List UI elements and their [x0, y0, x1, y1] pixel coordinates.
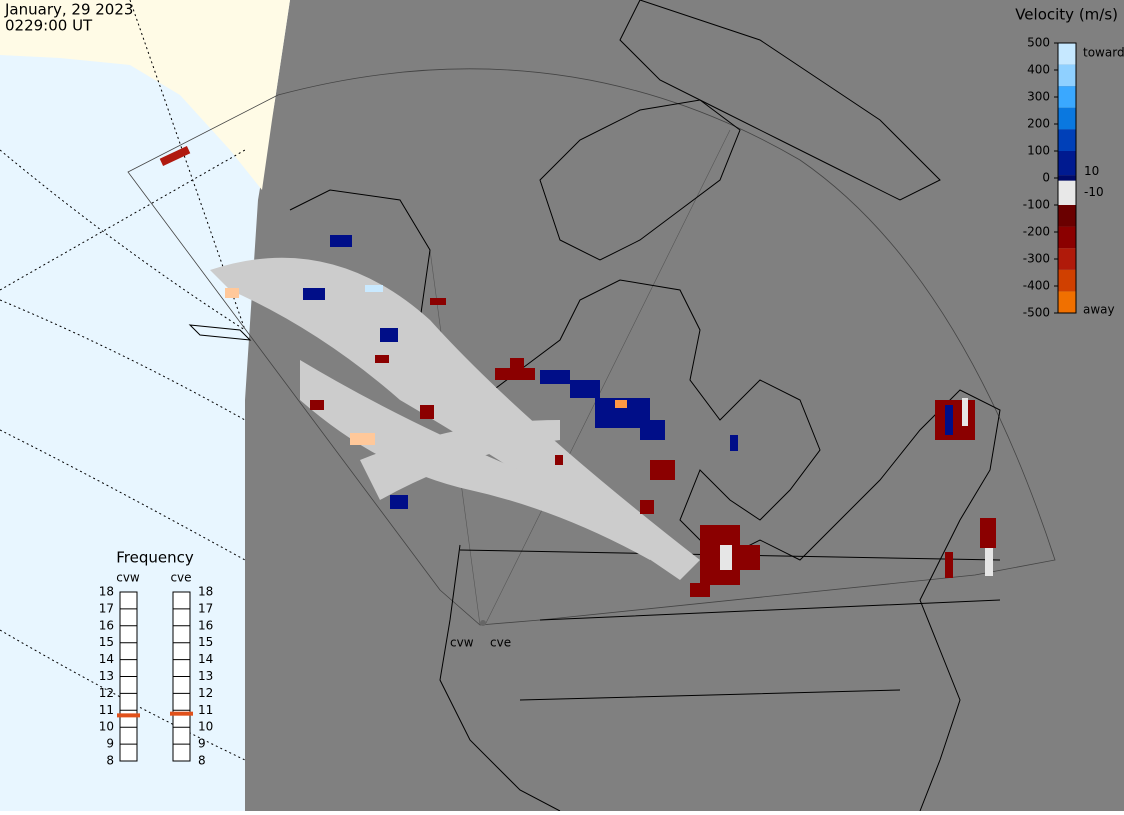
colorbar-tick-label: -400 — [1023, 279, 1050, 293]
frequency-tick-label: 11 — [198, 703, 213, 717]
frequency-tick-label: 17 — [99, 601, 114, 615]
frequency-tick-label: 17 — [198, 601, 213, 615]
frequency-tick-label: 12 — [99, 686, 114, 700]
colorbar-tick-label: 400 — [1027, 63, 1050, 77]
colorbar-segment — [1058, 86, 1076, 108]
frequency-tick-label: 11 — [99, 703, 114, 717]
colorbar: 500 400 300 200 100 0 -100 -200 -300 -400 -500 10 -1… — [1023, 36, 1124, 320]
frequency-tick-label: 14 — [198, 652, 213, 666]
day-land — [0, 0, 290, 190]
frequency-tick-label: 9 — [198, 737, 206, 751]
colorbar-segment — [1058, 180, 1076, 205]
radar-name: cve — [170, 571, 191, 585]
frequency-tick-label: 8 — [198, 754, 206, 768]
colorbar-segment — [1058, 43, 1076, 65]
colorbar-segment — [1058, 151, 1076, 176]
colorbar-segment — [1058, 291, 1076, 313]
frequency-tick-label: 9 — [106, 737, 114, 751]
colorbar-segment — [1058, 269, 1076, 292]
radar-fov — [127, 68, 1056, 626]
frequency-title: Frequency — [116, 549, 194, 567]
colorbar-tick-label: 100 — [1027, 144, 1050, 158]
site-label: cve — [490, 636, 511, 650]
frequency-tick-label: 13 — [99, 669, 114, 683]
toward-label: toward — [1083, 46, 1124, 60]
colorbar-tick-label: -300 — [1023, 252, 1050, 266]
colorbar-segment — [1058, 129, 1076, 151]
radar-name: cvw — [116, 571, 140, 585]
frequency-tick-label: 14 — [99, 652, 114, 666]
frequency-tick-label: 15 — [198, 635, 213, 649]
colorbar-tick-label: -200 — [1023, 225, 1050, 239]
frequency-panel: cvw 8 9 10 11 12 13 14 15 16 17 18 cve 8 9 10 11 12 13 14 15… — [99, 571, 214, 768]
frequency-tick-label: 13 — [198, 669, 213, 683]
colorbar-segment — [1058, 226, 1076, 249]
colorbar-tick-label: -100 — [1023, 198, 1050, 212]
frequency-marker — [117, 713, 140, 718]
site-label: cvw — [450, 636, 474, 650]
colorbar-tick-label: 500 — [1027, 36, 1050, 50]
colorbar-tick-label: 0 — [1042, 171, 1050, 185]
frequency-marker — [170, 711, 193, 716]
colorbar-tick-label: -10 — [1084, 185, 1104, 199]
frequency-tick-label: 10 — [198, 720, 213, 734]
colorbar-segment — [1058, 64, 1076, 87]
radar-cells — [159, 146, 996, 597]
colorbar-tick-label: 300 — [1027, 90, 1050, 104]
velocity-title: Velocity (m/s) — [1015, 6, 1118, 24]
colorbar-tick-label: 10 — [1084, 164, 1099, 178]
frequency-tick-label: 18 — [198, 585, 213, 599]
frequency-tick-label: 18 — [99, 585, 114, 599]
colorbar-segment — [1058, 107, 1076, 130]
day-ocean — [0, 0, 290, 811]
colorbar-segment — [1058, 205, 1076, 227]
colorbar-segment — [1058, 175, 1076, 181]
colorbar-segment — [1058, 248, 1076, 270]
date: January, 29 2023 — [4, 1, 133, 19]
away-label: away — [1083, 303, 1115, 317]
frequency-tick-label: 10 — [99, 720, 114, 734]
frequency-tick-label: 15 — [99, 635, 114, 649]
frequency-tick-label: 8 — [106, 754, 114, 768]
colorbar-tick-label: -500 — [1023, 306, 1050, 320]
colorbar-tick-label: 200 — [1027, 117, 1050, 131]
radar-site — [480, 620, 486, 626]
frequency-tick-label: 16 — [99, 618, 114, 632]
frequency-tick-label: 16 — [198, 618, 213, 632]
frequency-tick-label: 12 — [198, 686, 213, 700]
time: 0229:00 UT — [5, 17, 93, 35]
